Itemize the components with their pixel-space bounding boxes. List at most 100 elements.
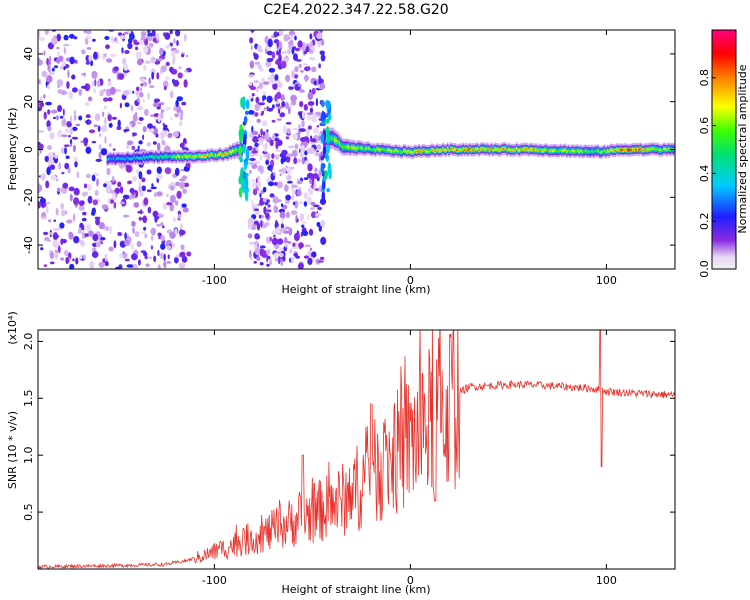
edge-streak	[325, 100, 329, 108]
noise-speckle	[270, 166, 273, 173]
noise-speckle	[257, 176, 260, 181]
signal-band-cell	[197, 155, 200, 157]
noise-speckle	[65, 257, 70, 264]
signal-band-cell	[506, 149, 508, 152]
noise-speckle	[176, 96, 183, 102]
noise-speckle	[93, 51, 98, 60]
noise-speckle	[152, 212, 159, 216]
noise-speckle	[169, 30, 173, 35]
signal-band-cell	[189, 155, 192, 158]
signal-band-cell	[412, 151, 414, 154]
noise-speckle	[134, 231, 140, 238]
noise-speckle	[48, 71, 55, 75]
noise-speckle	[178, 262, 186, 269]
signal-band-cell	[666, 149, 668, 151]
noise-speckle	[251, 93, 255, 97]
noise-speckle	[291, 194, 295, 201]
noise-speckle	[149, 85, 155, 88]
noise-speckle	[176, 40, 179, 47]
noise-speckle	[254, 112, 259, 117]
noise-speckle	[181, 203, 187, 208]
noise-speckle	[133, 39, 138, 43]
noise-speckle	[273, 181, 278, 186]
noise-speckle	[63, 43, 70, 47]
spectrogram-y-tick-label: 40	[22, 47, 35, 61]
signal-band-cell	[123, 158, 126, 161]
signal-band-cell	[600, 151, 603, 154]
noise-speckle	[159, 252, 164, 259]
noise-speckle	[285, 194, 291, 201]
noise-speckle	[266, 263, 270, 267]
noise-speckle	[307, 101, 315, 106]
noise-speckle	[88, 230, 94, 237]
noise-speckle	[60, 257, 64, 261]
noise-speckle	[104, 261, 109, 267]
noise-speckle	[147, 206, 152, 214]
noise-speckle	[115, 187, 120, 194]
noise-speckle	[75, 123, 81, 127]
noise-speckle	[52, 157, 56, 161]
noise-speckle	[136, 93, 140, 99]
noise-speckle	[148, 42, 154, 48]
noise-speckle	[156, 106, 161, 110]
noise-speckle	[160, 109, 165, 113]
signal-band-cell	[421, 149, 424, 152]
signal-band-cell	[334, 138, 336, 142]
signal-band-cell	[398, 150, 400, 152]
noise-speckle	[150, 227, 157, 236]
signal-band-cell	[166, 155, 168, 158]
noise-speckle	[162, 127, 169, 131]
noise-speckle	[268, 67, 276, 73]
signal-band-cell	[464, 149, 466, 151]
noise-speckle	[301, 230, 309, 236]
signal-band-cell	[486, 148, 488, 150]
noise-speckle	[278, 54, 282, 63]
noise-speckle	[147, 32, 153, 38]
edge-streak	[326, 134, 330, 144]
noise-speckle	[100, 148, 108, 156]
signal-band-cell	[379, 149, 381, 151]
noise-speckle	[132, 132, 137, 136]
noise-speckle	[251, 130, 259, 136]
noise-speckle	[265, 212, 270, 219]
noise-speckle	[320, 54, 326, 62]
noise-speckle	[249, 158, 256, 161]
noise-speckle	[276, 50, 280, 56]
noise-speckle	[98, 151, 102, 160]
noise-speckle	[290, 83, 294, 87]
noise-speckle	[46, 166, 51, 176]
signal-band-cell	[530, 148, 532, 150]
edge-streak	[244, 176, 249, 190]
signal-band-cell	[664, 148, 667, 151]
noise-speckle	[280, 60, 287, 69]
signal-band-cell	[644, 148, 646, 151]
noise-speckle	[256, 180, 261, 189]
noise-speckle	[272, 104, 275, 109]
snr-panel: -100 0 100 0.5 1.0 1.5 2.0 (x10⁴) SNR (10 * v/…	[6, 311, 676, 596]
noise-speckle	[284, 184, 289, 192]
noise-speckle	[304, 156, 307, 161]
noise-speckle	[307, 214, 310, 221]
noise-speckle	[257, 165, 264, 172]
noise-speckle	[250, 179, 256, 182]
signal-band-cell	[492, 149, 494, 152]
noise-speckle	[315, 98, 318, 107]
noise-speckle	[279, 82, 283, 89]
noise-speckle	[307, 163, 313, 172]
noise-speckle	[278, 169, 283, 173]
signal-band-cell	[528, 149, 530, 152]
signal-band-cell	[139, 157, 142, 159]
signal-band-cell	[426, 150, 429, 153]
noise-speckle	[315, 258, 321, 265]
noise-speckle	[311, 87, 316, 95]
noise-speckle	[281, 203, 284, 208]
noise-speckle	[107, 97, 113, 102]
spectrogram-x-tick-label: -100	[202, 274, 227, 287]
noise-speckle	[307, 125, 312, 130]
noise-speckle	[264, 147, 267, 153]
signal-band-cell	[462, 148, 465, 150]
noise-speckle	[138, 92, 144, 98]
noise-speckle	[160, 243, 166, 250]
noise-speckle	[131, 220, 136, 227]
edge-streak	[239, 168, 244, 183]
